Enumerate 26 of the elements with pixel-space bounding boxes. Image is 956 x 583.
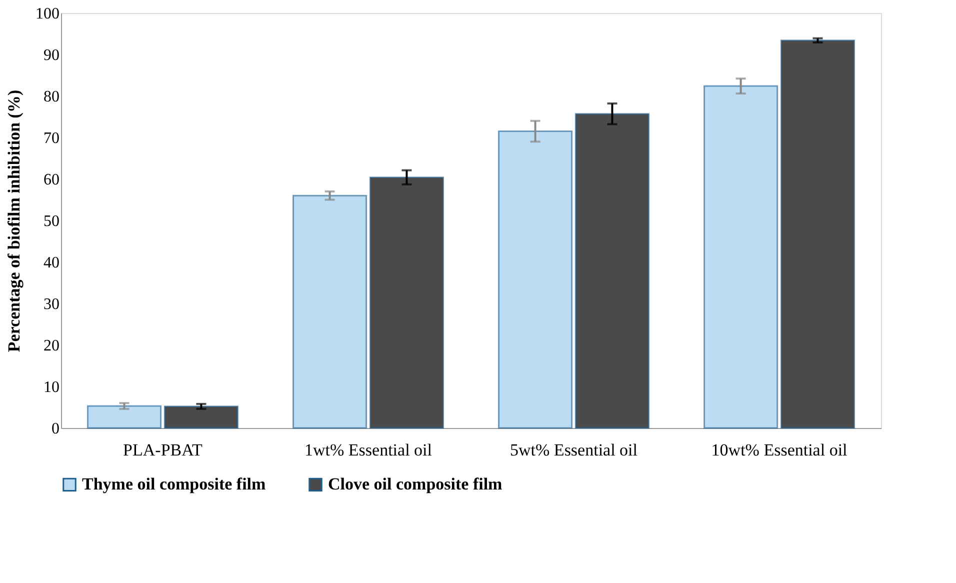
bar — [780, 40, 856, 429]
y-tick-label: 10 — [44, 379, 60, 396]
y-tick-label: 100 — [36, 6, 60, 22]
x-tick-label: 10wt% Essential oil — [711, 440, 848, 460]
bar — [498, 130, 573, 429]
bar — [369, 176, 444, 429]
y-tick-label: 30 — [44, 296, 60, 313]
bar — [704, 85, 778, 429]
legend-label: Thyme oil composite film — [82, 474, 266, 494]
y-tick-label: 50 — [44, 213, 60, 230]
y-tick-label: 90 — [44, 47, 60, 64]
y-axis-title: Percentage of biofilm inhibition (%) — [4, 90, 24, 352]
x-tick-label: 1wt% Essential oil — [304, 440, 432, 460]
y-tick-label: 80 — [44, 88, 60, 106]
bar — [86, 405, 162, 429]
x-tick-label: 5wt% Essential oil — [510, 440, 638, 460]
bar — [164, 406, 238, 429]
y-tick-label: 60 — [44, 172, 60, 188]
y-tick-label: 0 — [52, 420, 60, 438]
y-tick-label: 70 — [44, 130, 60, 147]
legend-label: Clove oil composite film — [328, 474, 502, 494]
y-tick-label: 40 — [44, 254, 60, 272]
x-tick-label: PLA-PBAT — [123, 440, 204, 460]
bar — [574, 113, 650, 429]
y-tick-label: 20 — [44, 338, 60, 354]
bar — [292, 194, 368, 429]
